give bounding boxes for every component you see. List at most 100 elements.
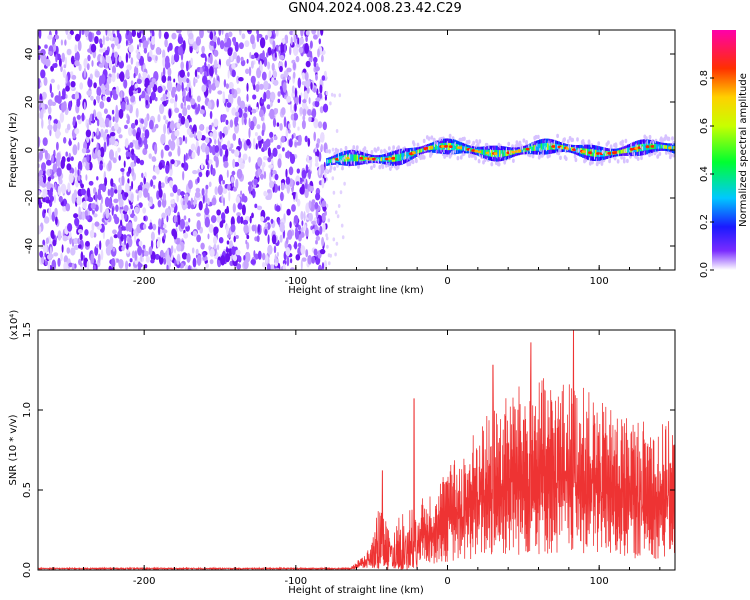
- spectrogram-noise-cell: [73, 244, 79, 250]
- spectrogram-noise-cell: [77, 141, 80, 151]
- spectrogram-noise-cell: [308, 200, 312, 210]
- spectrogram-noise-cell: [246, 242, 250, 250]
- spectrogram-noise-cell: [305, 30, 310, 36]
- spectrogram-noise-cell: [235, 235, 239, 239]
- spectrogram-noise-cell: [314, 100, 320, 108]
- spectrogram-noise-cell: [277, 91, 281, 97]
- spectrogram-noise-cell: [294, 141, 297, 148]
- spectrogram-noise-cell: [174, 129, 180, 137]
- spectrogram-noise-cell: [61, 52, 65, 63]
- spectrogram-noise-cell: [311, 108, 317, 118]
- spectrogram-noise-cell: [62, 235, 68, 242]
- spectrogram-halo-cell: [357, 164, 360, 169]
- spectrogram-noise-cell: [169, 180, 173, 188]
- spectrogram-noise-cell: [208, 159, 213, 165]
- spectrogram-halo-cell: [412, 142, 416, 147]
- spectrogram-noise-cell: [216, 215, 221, 223]
- spectrogram-noise-cell: [317, 264, 323, 270]
- spectrogram-noise-cell: [118, 259, 124, 269]
- spectrogram-noise-cell: [39, 109, 44, 120]
- spectrogram-noise-cell: [235, 249, 241, 256]
- spectrogram-noise-cell: [85, 174, 88, 181]
- spectrogram-noise-cell: [321, 54, 324, 63]
- spectrogram-noise-cell: [128, 151, 132, 158]
- spectrogram-noise-cell: [148, 183, 151, 188]
- spectrogram-noise-cell: [277, 218, 280, 225]
- spectrogram-noise-cell: [260, 216, 265, 222]
- spectrogram-noise-cell: [117, 147, 121, 153]
- spectrogram-noise-cell: [334, 252, 337, 257]
- spectrogram-halo-cell: [355, 145, 359, 150]
- spectrogram-noise-cell: [112, 116, 115, 123]
- spectrogram-noise-cell: [315, 74, 318, 81]
- spectrogram-noise-cell: [185, 136, 188, 144]
- spectrogram-noise-cell: [112, 65, 116, 75]
- spectrogram-core-cell: [435, 144, 437, 150]
- spectrogram-halo-cell: [474, 156, 477, 161]
- spectrogram-noise-cell: [248, 66, 252, 77]
- spectrogram-noise-cell: [138, 136, 142, 145]
- spectrogram-noise-cell: [91, 222, 95, 232]
- spectrogram-noise-cell: [257, 250, 262, 260]
- spectrogram-halo-cell: [422, 138, 426, 144]
- spectrogram-noise-cell: [96, 142, 99, 152]
- spectrogram-noise-cell: [279, 55, 285, 60]
- spectrogram-noise-cell: [247, 181, 254, 186]
- spectrogram-core-cell: [644, 143, 647, 151]
- spectrogram-noise-cell: [83, 58, 88, 69]
- spectrogram-noise-cell: [104, 117, 110, 128]
- spectrogram-noise-cell: [125, 39, 128, 47]
- spectrogram-noise-cell: [142, 126, 146, 132]
- spectrogram-halo-cell: [658, 151, 662, 156]
- spectrogram-noise-cell: [142, 223, 147, 230]
- spectrogram-peak-cell: [613, 151, 618, 154]
- spectrogram-noise-cell: [131, 209, 135, 216]
- spectrogram-noise-cell: [295, 55, 300, 63]
- spectrogram-noise-cell: [262, 50, 265, 61]
- spectrogram-noise-cell: [208, 83, 212, 94]
- spectrogram-noise-cell: [176, 160, 181, 165]
- spectrogram-core-cell: [379, 157, 381, 162]
- x-axis-label-bottom: Height of straight line (km): [288, 585, 424, 596]
- spectrogram-noise-cell: [152, 184, 156, 189]
- spectrogram-core-cell: [484, 149, 487, 156]
- spectrogram-noise-cell: [216, 37, 221, 46]
- spectrogram-noise-cell: [269, 108, 275, 120]
- spectrogram-noise-cell: [250, 34, 255, 45]
- spectrogram-noise-cell: [87, 196, 94, 203]
- spectrogram-noise-cell: [200, 242, 205, 250]
- spectrogram-noise-cell: [269, 131, 274, 138]
- spectrogram-core-cell: [436, 144, 439, 150]
- spectrogram-noise-cell: [125, 52, 129, 63]
- spectrogram-noise-cell: [118, 60, 125, 69]
- spectrogram-noise-cell: [60, 39, 64, 46]
- spectrogram-noise-cell: [104, 177, 108, 187]
- spectrogram-noise-cell: [225, 59, 231, 67]
- spectrogram-noise-cell: [301, 220, 304, 227]
- spectrogram-noise-cell: [161, 182, 165, 189]
- spectrogram-noise-cell: [255, 84, 260, 92]
- spectrogram-noise-cell: [176, 83, 182, 92]
- spectrogram-noise-cell: [83, 101, 86, 111]
- spectrogram-halo-cell: [463, 136, 466, 141]
- spectrogram-noise-cell: [236, 263, 242, 270]
- spectrogram-noise-cell: [96, 118, 100, 127]
- spectrogram-noise-cell: [96, 30, 101, 36]
- spectrogram-noise-cell: [320, 132, 325, 143]
- spectrogram-noise-cell: [232, 37, 236, 43]
- spectrogram-noise-cell: [77, 160, 83, 172]
- spectrogram-noise-cell: [141, 172, 144, 178]
- spectrogram-noise-cell: [276, 144, 281, 150]
- spectrogram-noise-cell: [80, 183, 84, 189]
- spectrogram-noise-cell: [62, 137, 67, 144]
- spectrogram-core-cell: [622, 149, 624, 154]
- spectrogram-halo-cell: [352, 145, 356, 150]
- spectrogram-noise-cell: [311, 220, 317, 225]
- spectrogram-noise-cell: [158, 30, 162, 40]
- spectrogram-noise-cell: [196, 234, 202, 243]
- spectrogram-peak-cell: [444, 145, 449, 148]
- spectrogram-noise-cell: [310, 82, 313, 90]
- spectrogram-noise-cell: [117, 184, 122, 194]
- spectrogram-core-cell: [489, 149, 492, 157]
- spectrogram-noise-cell: [126, 98, 129, 106]
